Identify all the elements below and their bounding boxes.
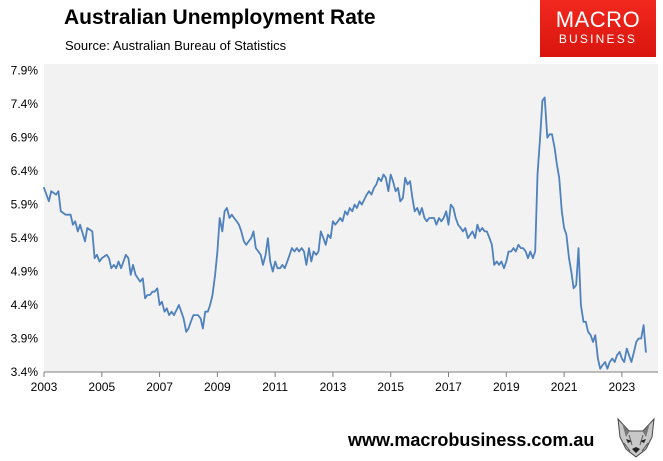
y-tick-label: 7.9% [11, 64, 39, 78]
y-tick-label: 6.9% [11, 131, 39, 145]
unemployment-rate-line [43, 96, 647, 370]
x-tick-label: 2023 [609, 380, 636, 394]
y-tick-label: 6.4% [11, 164, 39, 178]
logo-line-business: BUSINESS [558, 32, 638, 46]
y-tick-label: 5.9% [11, 198, 39, 212]
logo-line-macro: MACRO [555, 7, 641, 32]
footer-url: www.macrobusiness.com.au [348, 430, 595, 450]
x-tick-label: 2011 [262, 380, 288, 394]
x-tick-label: 2013 [320, 380, 347, 394]
y-tick-label: 4.9% [11, 265, 39, 279]
x-tick-label: 2009 [204, 380, 231, 394]
y-tick-label: 3.9% [11, 332, 39, 346]
y-tick-label: 5.4% [11, 231, 39, 245]
y-tick-label: 7.4% [11, 97, 39, 111]
x-tick-label: 2015 [377, 380, 404, 394]
x-tick-label: 2003 [31, 380, 58, 394]
macrobusiness-logo: MACRO BUSINESS [540, 0, 656, 57]
x-tick-label: 2019 [493, 380, 520, 394]
x-tick-label: 2005 [88, 380, 115, 394]
y-tick-label: 4.4% [11, 298, 39, 312]
x-tick-label: 2007 [146, 380, 173, 394]
x-tick-label: 2017 [435, 380, 462, 394]
chart-title: Australian Unemployment Rate [64, 6, 376, 29]
fox-head-icon [612, 413, 660, 461]
plot-background [44, 64, 658, 372]
y-tick-label: 3.4% [11, 365, 39, 379]
chart-subtitle: Source: Australian Bureau of Statistics [65, 38, 287, 53]
x-tick-label: 2021 [551, 380, 578, 394]
